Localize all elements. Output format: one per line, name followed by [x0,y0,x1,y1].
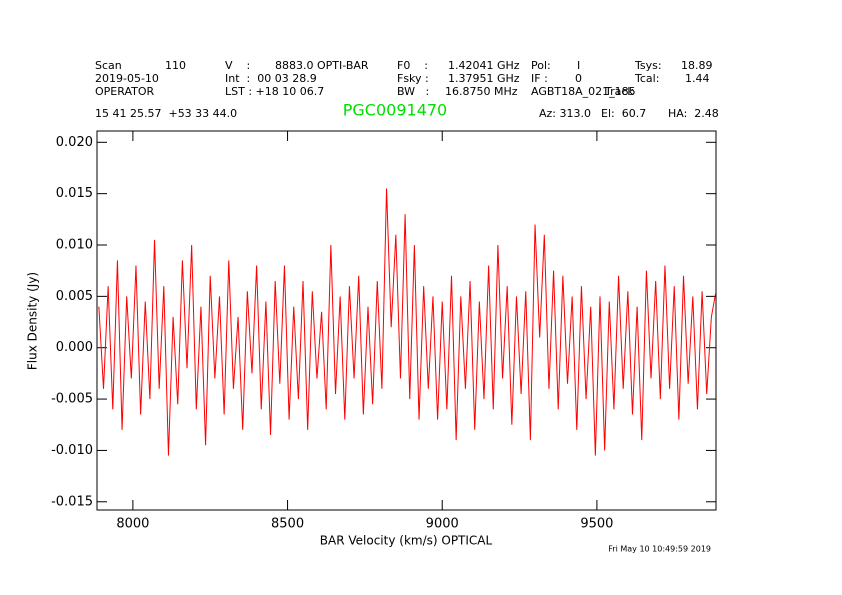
header-field: Tcal: [634,72,659,85]
timestamp: Fri May 10 10:49:59 2019 [608,545,711,554]
y-tick-label: -0.005 [51,392,93,407]
header-field: 1.37951 GHz [448,72,520,85]
header-field: 15 41 25.57 +53 33 44.0 [95,107,237,120]
y-tick-label: 0.005 [56,289,93,304]
header-field: Scan [95,59,122,72]
y-tick-label: 0.020 [56,135,93,150]
chart-title: PGC0091470 [343,101,447,120]
header-field: IF : [531,72,548,85]
y-tick-label: 0.015 [56,186,93,201]
header-field: AGBT18A_021_185 [531,85,636,98]
header-field: BW : [397,85,429,98]
header-field: 16.8750 MHz [445,85,518,98]
header-field: LST : +18 10 06.7 [225,85,324,98]
y-tick-label: 0.010 [56,238,93,253]
y-tick-label: -0.015 [51,494,93,509]
y-tick-label: -0.010 [51,443,93,458]
x-tick-label: 9000 [426,517,459,532]
header-field: Track [604,85,634,98]
x-axis-label: BAR Velocity (km/s) OPTICAL [320,534,493,548]
header-field: 110 [165,59,186,72]
header-field: 18.89 [681,59,713,72]
header-field: 8883.0 OPTI-BAR [275,59,369,72]
header-field: Az: 313.0 [539,107,591,120]
y-tick-label: 0.000 [56,340,93,355]
spectrum-line [98,188,716,456]
header-field: F0 : [397,59,428,72]
y-axis-label: Flux Density (Jy) [26,272,40,370]
header-field: El: 60.7 [601,107,646,120]
header-field: Int : 00 03 28.9 [225,72,317,85]
header-field: 0 [575,72,582,85]
header-field: 2019-05-10 [95,72,159,85]
header-field: Fsky : [397,72,429,85]
plot-frame [96,130,717,511]
header-field: 1.44 [685,72,710,85]
header-field: V : [225,59,250,72]
header-field: Pol: [531,59,551,72]
x-tick-label: 8000 [116,517,149,532]
header-field: Tsys: [634,59,662,72]
header-field: I [577,59,580,72]
x-tick-label: 9500 [580,517,613,532]
header-field: OPERATOR [95,85,154,98]
x-tick-label: 8500 [271,517,304,532]
header-field: 1.42041 GHz [448,59,520,72]
header-field: HA: 2.48 [668,107,719,120]
